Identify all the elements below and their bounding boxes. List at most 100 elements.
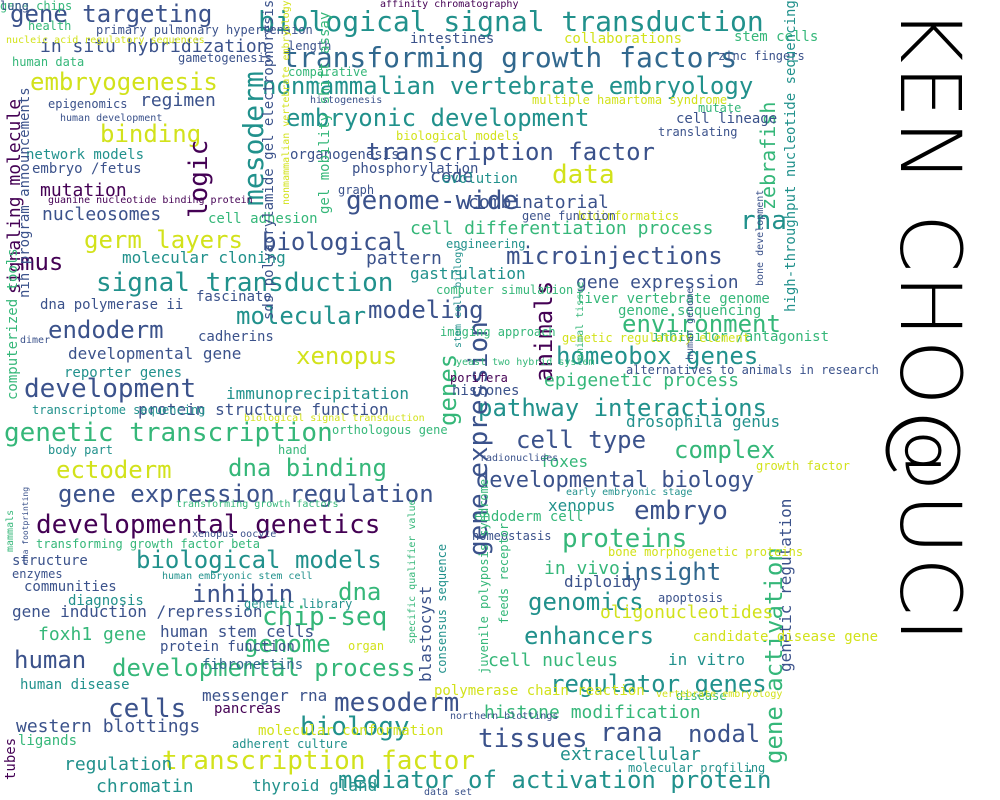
word-bone-development: bone development xyxy=(755,189,766,286)
word-xenopus: xenopus xyxy=(548,496,616,515)
word-pattern: pattern xyxy=(366,248,442,269)
word-genome: genome xyxy=(244,630,331,658)
word-reporter-genes: reporter genes xyxy=(64,365,183,381)
word-complex: complex xyxy=(674,436,776,464)
word-drosophila-genus: drosophila genus xyxy=(626,412,781,431)
word-structure: structure xyxy=(12,553,88,569)
word-homeostasis: homeostasis xyxy=(472,529,552,543)
word-yeast-two-hybrid-system: yeast two hybrid system xyxy=(456,357,595,368)
word-mediator-of-activation-protein: mediator of activation protein xyxy=(338,766,772,794)
word-engineering: engineering xyxy=(446,237,526,251)
word-human-disease: human disease xyxy=(20,677,130,693)
word-dna-binding: dna binding xyxy=(228,454,387,482)
word-body-part: body part xyxy=(48,443,114,457)
word-xenopus: xenopus xyxy=(296,342,398,370)
word-candidate-disease-gene: candidate disease gene xyxy=(692,629,878,645)
word-computerized-tools: computerized tools xyxy=(5,248,21,400)
word-mutate: mutate xyxy=(698,101,742,115)
word-feeds-receptor: feeds receptor xyxy=(497,522,511,624)
word-gene-function: gene function xyxy=(522,209,616,223)
word-developmental-gene: developmental gene xyxy=(68,344,242,363)
word-human-data: human data xyxy=(12,55,85,69)
word-adherent-culture: adherent culture xyxy=(232,737,348,751)
word-orthologous-gene: orthologous gene xyxy=(332,423,448,437)
word-regulator-genes: regulator genes xyxy=(550,670,767,698)
sidebar-title: KEN CHO@UCI xyxy=(881,8,979,645)
word-dna-footprinting: dna footprinting xyxy=(21,486,30,564)
word-human-genome: human genome xyxy=(685,287,696,360)
word-gene-induction-repression: gene induction /repression xyxy=(12,602,263,621)
word-histogenesis: histogenesis xyxy=(310,95,383,106)
word-specific-qualifier-value: specific qualifier value xyxy=(407,499,418,645)
word-zinc-fingers: zinc fingers xyxy=(718,49,805,63)
word-data: data xyxy=(552,160,615,190)
word-binding: binding xyxy=(100,120,202,148)
word-graph: graph xyxy=(338,183,375,197)
word-multiple-hamartoma-syndrome: multiple hamartoma syndrome xyxy=(532,93,728,107)
word-protein-function: protein function xyxy=(160,639,295,655)
word-growth-factor: growth factor xyxy=(756,459,850,473)
word-nucleosomes: nucleosomes xyxy=(42,204,162,225)
word-chip-seq: chip-seq xyxy=(262,602,388,632)
word-computer-simulation: computer simulation xyxy=(436,283,574,297)
word-transcription-factor: transcription factor xyxy=(162,746,476,776)
word-ligands: ligands xyxy=(18,733,78,749)
word-comparative: comparative xyxy=(288,65,368,79)
word-nonmammalian-vertebrate-embryology: nonmammalian vertebrate embryology xyxy=(281,0,292,205)
word-histones: histones xyxy=(452,383,520,399)
word-biology: biology xyxy=(300,712,410,742)
word-disease: disease xyxy=(676,689,727,703)
word-in-vivo: in vivo xyxy=(544,558,620,579)
word-epigenomics: epigenomics xyxy=(48,97,128,111)
word-network-models: network models xyxy=(26,147,145,163)
word-data-set: data set xyxy=(424,787,473,798)
word-mammals: mammals xyxy=(5,509,16,552)
word-pancreas: pancreas xyxy=(214,701,282,717)
word-molecular-profiling: molecular profiling xyxy=(628,761,766,775)
word-genome-wide: genome-wide xyxy=(346,186,519,216)
word-environment: environment xyxy=(622,310,781,338)
word-bone-morphogenetic-proteins: bone morphogenetic proteins xyxy=(608,545,804,559)
word-dimer: dimer xyxy=(20,335,51,346)
word-combinatorial: combinatorial xyxy=(468,192,609,213)
word-development: development xyxy=(24,374,197,404)
word-rana: rana xyxy=(600,718,663,748)
word-early-embryonic-stage: early embryonic stage xyxy=(566,487,693,498)
word-cadherins: cadherins xyxy=(198,329,274,345)
word-inhibitor-antagonist: inhibitor /antagonist xyxy=(652,329,830,345)
word-chromatin: chromatin xyxy=(96,776,194,797)
word-communities: communities xyxy=(24,579,117,595)
word-transforming-growth-factors: transforming growth factors xyxy=(282,41,738,74)
word-apoptosis: apoptosis xyxy=(658,591,724,605)
word-developmental-process: developmental process xyxy=(112,654,416,682)
word-genetic-regulatory-element: genetic regulatory element xyxy=(562,331,750,345)
word-gene-expression: gene expression xyxy=(576,272,739,293)
word-gene-expression-regulation: gene expression regulation xyxy=(58,480,434,508)
word-tissues: tissues xyxy=(478,724,588,754)
word-polymerase-chain-reaction: polymerase chain reaction xyxy=(434,683,645,699)
word-ectoderm: ectoderm xyxy=(56,456,172,484)
word-genetic-regulation: genetic regulation xyxy=(776,498,795,672)
word-dna-polymerase-ii: dna polymerase ii xyxy=(40,297,184,313)
word-genomics: genomics xyxy=(528,588,644,616)
word-rna: rna xyxy=(740,206,787,236)
word-fascinate: fascinate xyxy=(196,289,272,305)
word-length: length xyxy=(288,39,332,53)
word-blastocyst: blastocyst xyxy=(416,585,435,682)
word-animal-tissue: animal tissue xyxy=(575,281,586,360)
word-cell-lineage: cell lineage xyxy=(676,111,778,127)
word-molecular-conformation: molecular conformation xyxy=(258,723,444,739)
word-embryonic-development: embryonic development xyxy=(286,104,590,132)
word-endoderm: endoderm xyxy=(48,316,164,344)
word-histone-modification: histone modification xyxy=(484,702,701,723)
word-high-throughput-nucleotide-sequencing: high-throughput nucleotide sequencing xyxy=(783,0,799,312)
word-pathway-interactions: pathway interactions xyxy=(478,394,767,422)
word-logic: logic xyxy=(184,139,214,218)
word-embryogenesis: embryogenesis xyxy=(30,68,218,96)
word-dna: dna xyxy=(338,578,382,606)
word-foxh1-gene: foxh1 gene xyxy=(38,624,147,645)
word-organogenesis: organogenesis xyxy=(290,147,400,163)
word-stem-cell-biology: stem cell biology xyxy=(453,245,464,348)
word-epigenetic-process: epigenetic process xyxy=(544,370,740,391)
word-primary-pulmonary-hypertension: primary pulmonary hypertension xyxy=(96,23,313,37)
